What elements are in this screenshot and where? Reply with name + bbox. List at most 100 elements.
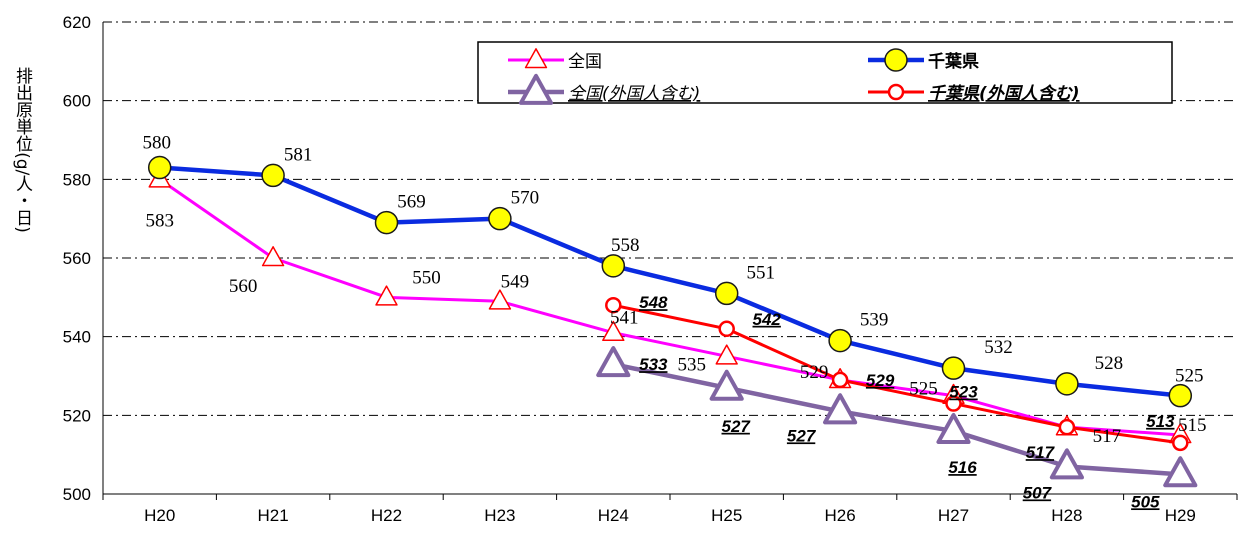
x-tick-label: H22 bbox=[371, 506, 402, 525]
circle-marker bbox=[488, 206, 512, 231]
triangle-marker bbox=[1049, 448, 1084, 480]
data-label: 560 bbox=[229, 276, 258, 297]
circle-marker bbox=[1168, 383, 1193, 408]
data-label: 516 bbox=[948, 458, 977, 477]
series-line bbox=[158, 178, 1181, 437]
x-tick-label: H21 bbox=[258, 506, 289, 525]
x-tick-label: H26 bbox=[825, 506, 856, 525]
series-line bbox=[612, 361, 1181, 477]
data-label: 583 bbox=[145, 210, 174, 231]
triangle-marker bbox=[524, 48, 548, 69]
circle-marker bbox=[828, 328, 852, 353]
y-tick-label: 600 bbox=[63, 92, 91, 111]
data-label: 551 bbox=[746, 262, 775, 283]
data-label: 549 bbox=[501, 271, 530, 292]
labels-zenkoku_gaikoku: 533 527 527 516 507 505 bbox=[639, 355, 1160, 511]
legend-label: 千葉県 bbox=[928, 51, 979, 72]
circle-marker bbox=[831, 371, 849, 389]
data-label: 507 bbox=[1023, 483, 1053, 502]
labels-chiba_gaikoku: 548 542 529 523 517 513 bbox=[639, 293, 1175, 462]
y-tick-label: 500 bbox=[63, 485, 91, 504]
legend-label: 全国 bbox=[568, 52, 602, 72]
data-label: 513 bbox=[1146, 412, 1175, 431]
series-zenkoku bbox=[148, 167, 1192, 444]
circle-marker bbox=[1172, 434, 1189, 452]
y-tick-label: 560 bbox=[63, 249, 91, 268]
x-tick-label: H24 bbox=[598, 506, 629, 525]
triangle-marker bbox=[375, 285, 398, 306]
x-tick-label: H23 bbox=[484, 506, 515, 525]
series-chiba_gaikoku bbox=[605, 296, 1189, 452]
circle-marker bbox=[1055, 372, 1079, 396]
circle-marker bbox=[714, 281, 739, 306]
data-label: 541 bbox=[610, 308, 639, 329]
data-label: 529 bbox=[800, 362, 829, 383]
triangle-marker bbox=[709, 369, 744, 401]
triangle-marker bbox=[936, 412, 971, 444]
x-tick-label: H27 bbox=[938, 506, 969, 525]
data-label: 542 bbox=[753, 310, 782, 329]
x-tick-label: H25 bbox=[711, 506, 742, 525]
data-label: 548 bbox=[639, 293, 668, 312]
data-label: 525 bbox=[1175, 366, 1204, 387]
data-label: 570 bbox=[511, 188, 540, 209]
data-label: 517 bbox=[1093, 426, 1122, 447]
legend-item-zenkoku: 全国 bbox=[508, 48, 602, 72]
y-tick-label: 520 bbox=[63, 406, 91, 425]
triangle-marker bbox=[518, 73, 554, 105]
data-label: 523 bbox=[949, 383, 978, 402]
circle-marker bbox=[147, 155, 172, 180]
triangle-marker bbox=[488, 289, 512, 310]
circle-marker bbox=[718, 320, 735, 338]
x-tick-label: H28 bbox=[1051, 506, 1082, 525]
legend-box bbox=[477, 41, 1173, 104]
circle-marker bbox=[601, 254, 626, 278]
data-label: 535 bbox=[677, 354, 706, 375]
y-tick-label: 580 bbox=[63, 170, 91, 189]
legend-item-zenkoku_gaikoku: 全国(外国人含む) bbox=[508, 73, 700, 105]
circle-marker bbox=[374, 210, 399, 235]
data-label: 528 bbox=[1095, 353, 1124, 374]
series-line bbox=[612, 303, 1181, 445]
circle-marker bbox=[945, 395, 962, 412]
triangle-marker bbox=[596, 346, 631, 378]
series-line bbox=[159, 165, 1181, 398]
legend-label: 千葉県(外国人含む) bbox=[928, 84, 1080, 104]
labels-zenkoku: 583 560 550 549 541 535 529 525 517 515 bbox=[145, 210, 1206, 447]
y-axis-label: 排出原単位(g/人・日) bbox=[12, 67, 33, 233]
data-label: 558 bbox=[611, 235, 640, 256]
triangle-marker bbox=[823, 393, 858, 425]
y-tick-label: 540 bbox=[63, 328, 91, 347]
circle-marker bbox=[261, 163, 285, 188]
axes: 500 520 540 560 580 600 620 H20 H21 H22 H23 H24 H25 H… bbox=[63, 13, 1238, 525]
circle-marker bbox=[1058, 418, 1076, 436]
y-axis-title: 排出原単位(g/人・日) bbox=[12, 67, 33, 233]
series-chiba bbox=[147, 155, 1193, 408]
data-label: 527 bbox=[787, 426, 817, 445]
triangle-marker bbox=[602, 320, 625, 342]
circle-marker bbox=[605, 296, 622, 314]
legend-item-chiba_gaikoku: 千葉県(外国人含む) bbox=[868, 83, 1080, 104]
data-label: 533 bbox=[639, 355, 668, 374]
data-label: 581 bbox=[284, 144, 313, 165]
circle-marker bbox=[941, 356, 966, 380]
triangle-marker bbox=[715, 344, 738, 365]
data-label: 569 bbox=[397, 192, 426, 213]
data-label: 532 bbox=[984, 337, 1013, 358]
series-zenkoku_gaikoku bbox=[596, 346, 1198, 488]
triangle-marker bbox=[261, 246, 285, 267]
labels-chiba: 580 581 569 570 558 551 539 532 528 525 bbox=[142, 133, 1203, 387]
x-tick-label: H29 bbox=[1165, 506, 1196, 525]
x-tick-label: H20 bbox=[144, 506, 175, 525]
circle-marker bbox=[887, 83, 905, 101]
data-label: 527 bbox=[722, 417, 752, 436]
y-tick-label: 620 bbox=[63, 13, 91, 32]
data-label: 515 bbox=[1178, 415, 1207, 436]
legend-label: 全国(外国人含む) bbox=[568, 84, 700, 104]
data-label: 505 bbox=[1131, 492, 1160, 511]
data-label: 539 bbox=[860, 310, 889, 331]
